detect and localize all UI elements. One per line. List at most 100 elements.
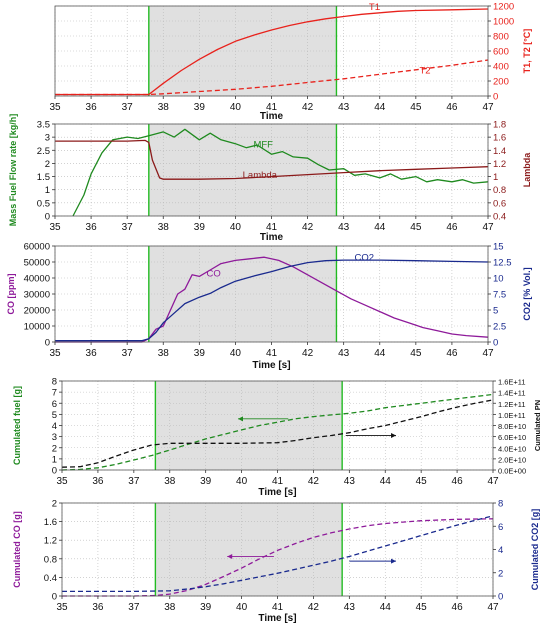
x-tick-label: 36 [86,348,98,359]
y-right-tick-label: 0.0E+00 [498,467,526,476]
x-tick-label: 42 [308,602,320,613]
x-tick-label: 40 [230,102,242,113]
x-tick-label: 42 [302,348,314,359]
x-tick-label: 41 [266,348,278,359]
y-left-tick-label: 50000 [24,258,50,269]
x-tick-label: 41 [272,476,284,487]
x-tick-label: 44 [374,222,386,233]
y-left-axis-title: Cumulated CO [g] [12,511,22,588]
y-left-tick-label: 1.5 [37,172,50,183]
x-tick-label: 36 [92,476,104,487]
series-line-lambda [55,139,489,180]
y-right-tick-label: 4.0E+10 [498,444,526,453]
shaded-region [148,246,337,342]
y-right-axis-title: Cumulated CO2 [g] [530,509,540,591]
y-left-tick-label: 2 [52,443,57,454]
y-right-tick-label: 1200 [493,2,514,13]
y-right-tick-label: 1.4 [493,146,506,157]
x-tick-label: 47 [482,102,494,113]
y-left-tick-label: 0 [52,466,57,477]
y-right-axis-title: T1, T2 [°C] [522,29,532,74]
x-axis-title: Time [s] [258,613,296,624]
series-line-cumulated-fuel [61,393,494,471]
chart-mff_lambda: MFF Lambda 35 36 37 38 39 40 41 42 43 44 45 46 47 Time 0… [8,114,532,243]
x-tick-label: 36 [86,222,98,233]
y-left-tick-label: 5 [52,410,57,421]
y-right-tick-label: 8 [498,499,503,510]
x-tick-label: 45 [410,102,422,113]
x-tick-label: 41 [266,222,278,233]
y-left-tick-label: 1.2 [44,536,57,547]
x-tick-label: 38 [164,602,176,613]
y-right-tick-label: 8.0E+10 [498,422,526,431]
x-axis-title: Time [s] [258,487,296,498]
y-left-tick-label: 3.5 [37,120,50,131]
y-left-axis-title: CO [ppm] [6,274,16,315]
x-tick-label: 35 [49,348,61,359]
x-tick-label: 41 [272,602,284,613]
y-left-tick-label: 7 [52,388,57,399]
y-left-tick-label: 1.6 [44,517,57,528]
x-tick-label: 35 [49,222,61,233]
series-line-cumulated-co2 [62,515,494,593]
y-right-tick-label: 0 [498,592,503,603]
y-right-tick-label: 1.6E+11 [498,378,526,387]
y-right-tick-label: 1.0E+11 [498,411,526,420]
y-right-tick-label: 400 [493,62,509,73]
series-label-t1: T1 [369,2,380,13]
x-tick-label: 40 [230,348,242,359]
series-line-cumulated-pn [61,399,494,468]
y-right-axis-title: CO2 [% Vol.] [522,267,532,320]
x-tick-label: 46 [452,602,464,613]
x-tick-label: 35 [56,602,68,613]
x-tick-label: 36 [86,102,98,113]
series-line-t2 [55,59,489,96]
y-right-tick-label: 600 [493,47,509,58]
x-tick-label: 47 [482,222,494,233]
x-tick-label: 39 [200,602,212,613]
y-right-tick-label: 12.5 [493,258,512,269]
y-right-tick-label: 2.0E+10 [498,455,526,464]
series-line-mff [72,128,489,217]
series-line-t1 [55,8,489,96]
x-tick-label: 46 [446,102,458,113]
y-right-tick-label: 800 [493,32,509,43]
series-label-mff: MFF [253,140,273,151]
x-tick-label: 43 [338,348,350,359]
x-tick-label: 37 [122,102,134,113]
x-tick-label: 40 [230,222,242,233]
y-left-axis-title: Cumulated fuel [g] [12,386,22,465]
y-right-axis-title: Lambda [522,152,532,188]
y-left-tick-label: 30000 [24,290,50,301]
x-tick-label: 45 [416,602,428,613]
x-tick-label: 39 [194,222,206,233]
annotation-arrowhead [227,553,233,559]
x-tick-label: 43 [344,602,356,613]
y-right-tick-label: 0 [493,92,498,103]
y-left-tick-label: 10000 [24,322,50,333]
y-left-tick-label: 20000 [24,306,50,317]
y-left-tick-label: 0 [52,592,57,603]
x-tick-label: 43 [344,476,356,487]
x-tick-label: 42 [308,476,320,487]
x-tick-label: 47 [487,602,499,613]
x-tick-label: 37 [122,348,134,359]
series-label-co: CO [207,268,221,279]
y-right-tick-label: 0.6 [493,198,506,209]
y-left-tick-label: 8 [52,377,57,388]
y-right-tick-label: 200 [493,77,509,88]
series-label-co2: CO2 [354,253,374,264]
y-left-tick-label: 60000 [24,242,50,253]
annotation-arrowhead [391,433,397,439]
x-tick-label: 40 [236,602,248,613]
x-tick-label: 45 [416,476,428,487]
y-left-tick-label: 2 [45,159,50,170]
y-left-axis-title: Mass Fuel Flow rate [kg/h] [8,114,18,227]
x-tick-label: 44 [380,476,392,487]
y-left-tick-label: 0 [45,338,50,349]
x-tick-label: 35 [56,476,68,487]
y-right-tick-label: 0.8 [493,185,506,196]
x-tick-label: 38 [158,348,170,359]
